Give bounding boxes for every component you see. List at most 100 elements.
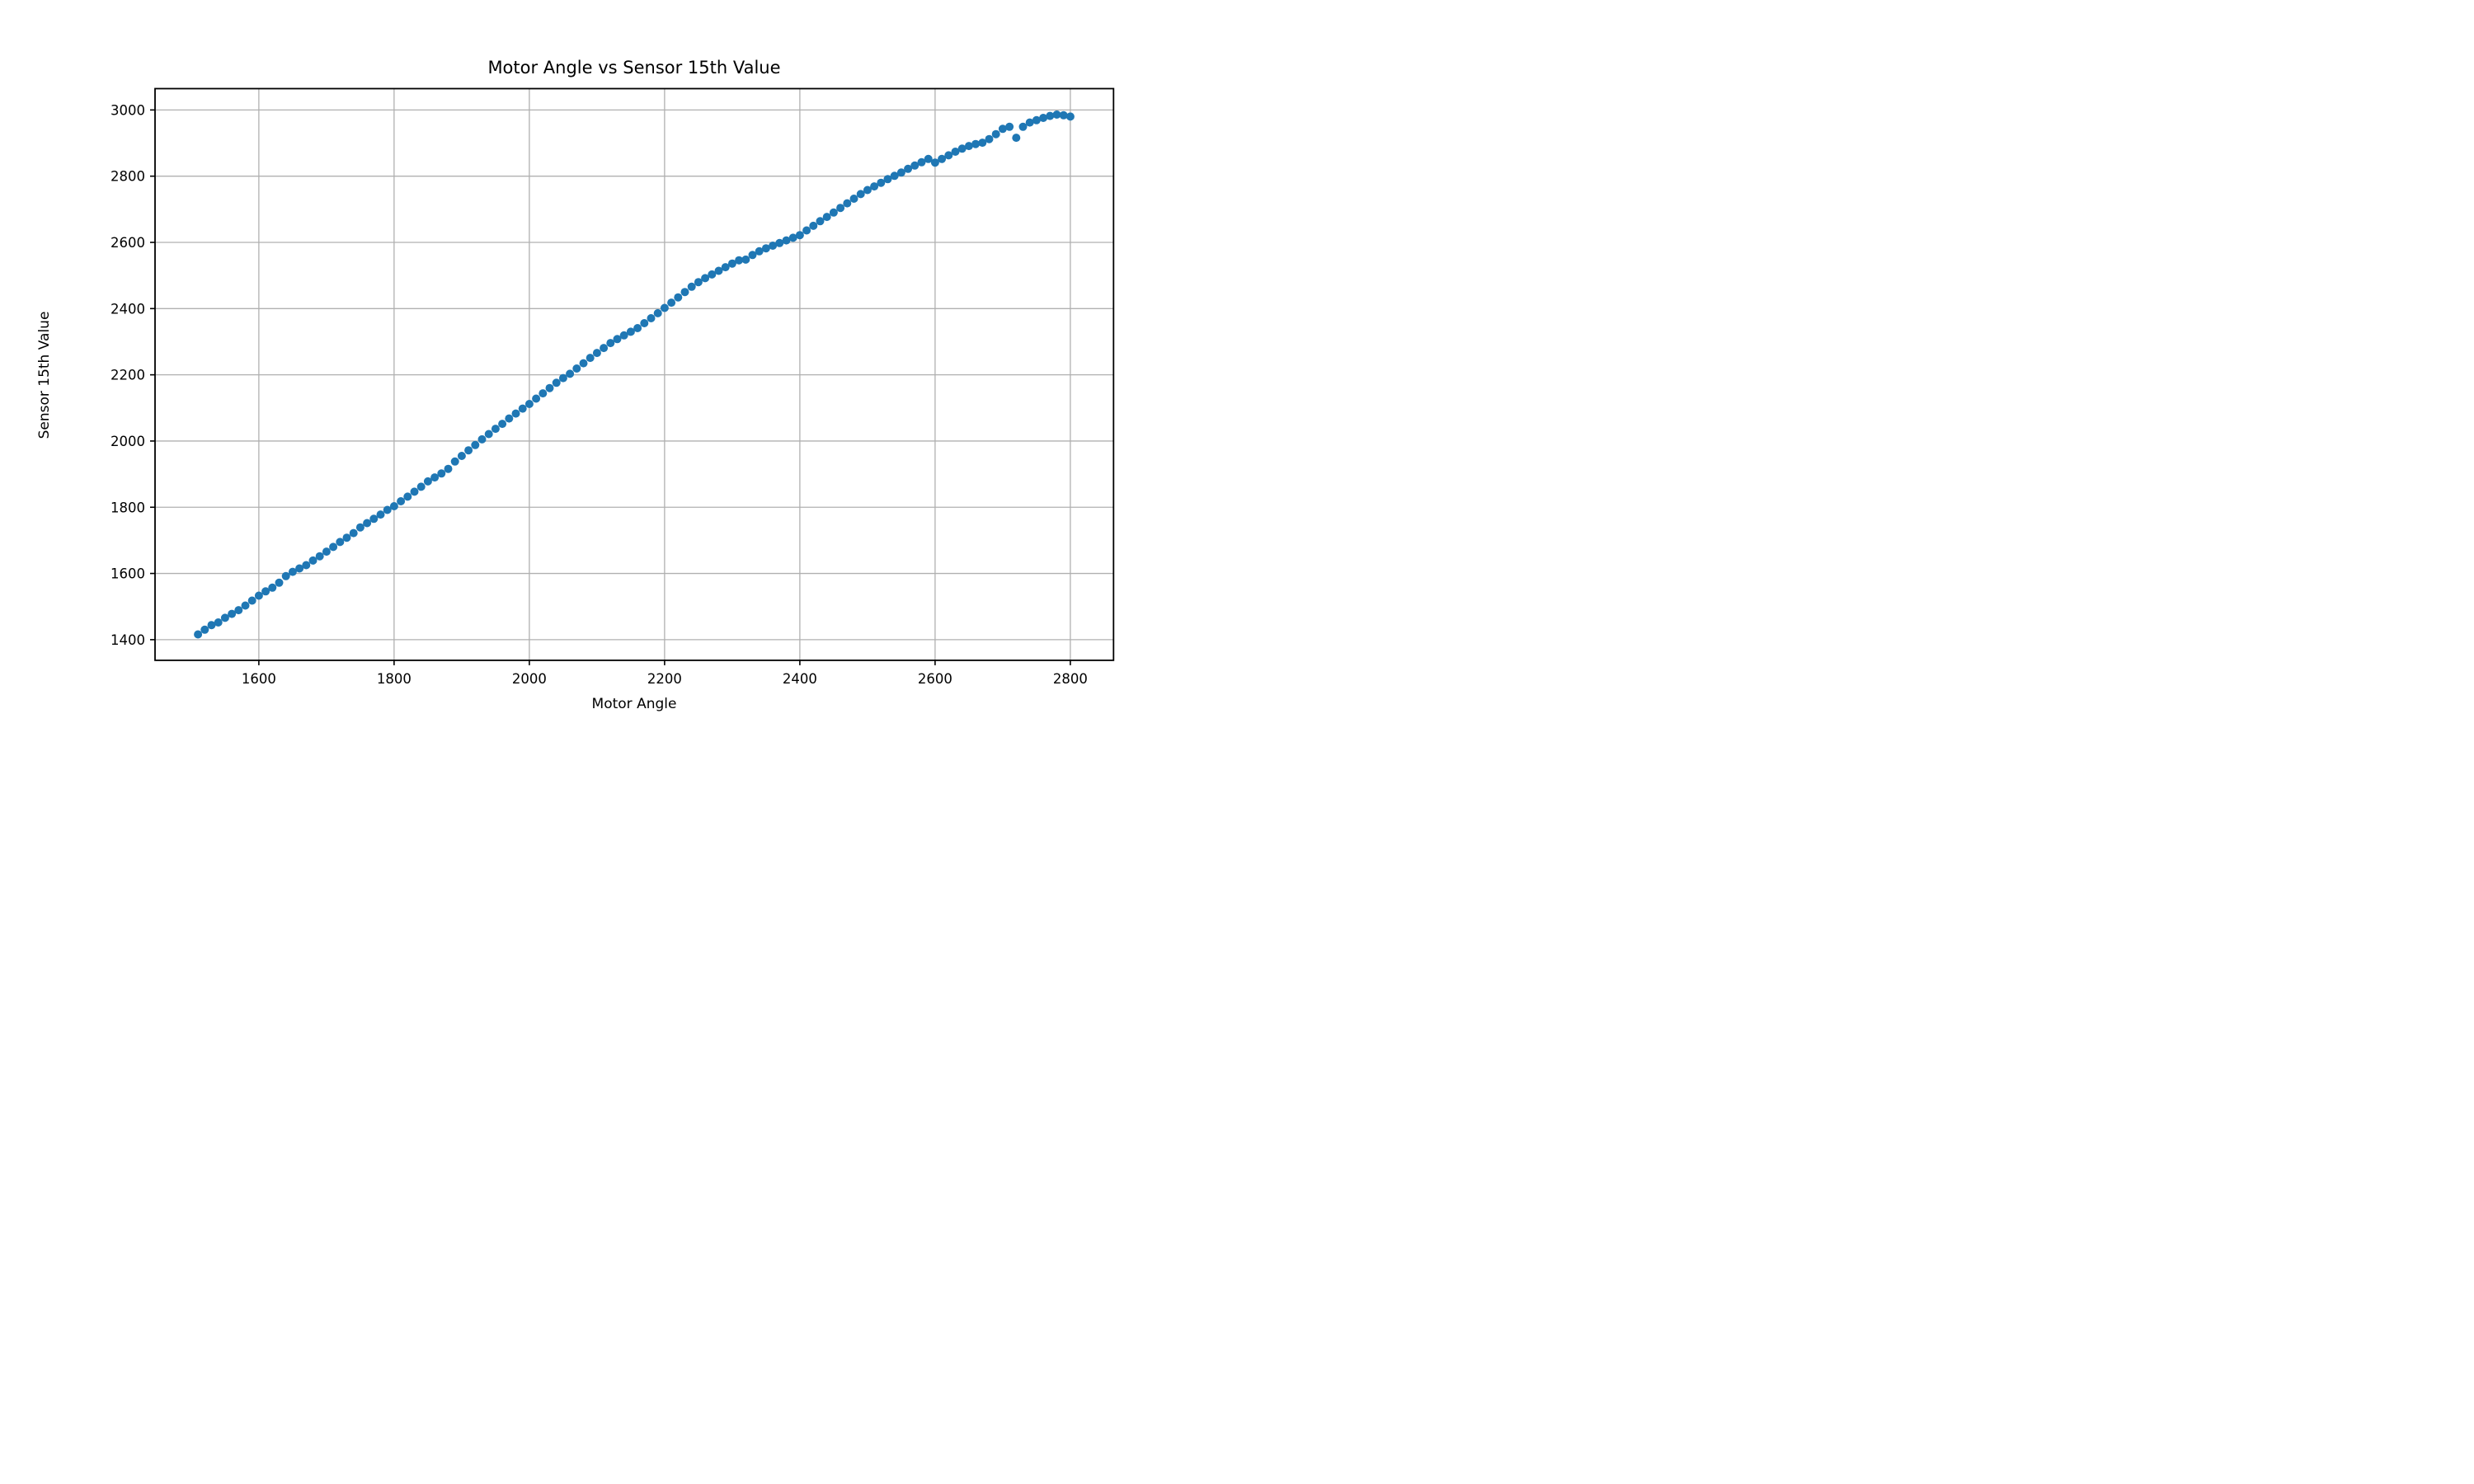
data-point	[802, 226, 811, 235]
data-point	[829, 208, 838, 217]
figure-canvas: 1600 1800 2000 2200 2400 2600 2800 1400 1600 1800…	[0, 0, 1237, 742]
data-point	[904, 164, 913, 173]
data-point	[484, 430, 493, 439]
data-point	[410, 487, 419, 496]
data-point	[1005, 122, 1014, 131]
data-point	[579, 359, 588, 368]
data-point	[288, 567, 297, 576]
data-point	[964, 142, 973, 151]
data-point	[329, 542, 338, 552]
data-point	[769, 242, 778, 250]
data-point	[978, 139, 987, 148]
x-axis-title: Motor Angle	[591, 696, 677, 712]
y-tick-label: 2400	[111, 301, 145, 317]
data-point	[667, 298, 676, 308]
data-point	[816, 217, 825, 226]
data-point	[788, 233, 797, 242]
data-point	[1065, 112, 1075, 121]
data-point	[349, 528, 358, 538]
data-point	[714, 266, 723, 275]
data-point	[444, 464, 453, 473]
data-point	[680, 288, 689, 297]
data-point	[674, 293, 683, 302]
y-tick-label: 2800	[111, 169, 145, 185]
data-point	[207, 621, 216, 630]
data-point	[910, 161, 920, 170]
chart-title: Motor Angle vs Sensor 15th Value	[487, 58, 781, 77]
data-point	[775, 238, 784, 247]
data-point	[228, 609, 237, 618]
data-point	[640, 319, 649, 327]
data-point	[856, 190, 865, 199]
data-point	[194, 630, 203, 639]
data-point	[322, 547, 331, 556]
y-tick-label: 1400	[111, 632, 145, 648]
data-point	[896, 168, 905, 177]
data-point	[552, 378, 561, 387]
data-point	[355, 523, 365, 532]
data-point	[383, 505, 392, 514]
data-point	[416, 482, 426, 491]
data-point	[241, 601, 250, 610]
data-point	[708, 270, 717, 279]
x-tick-label: 2400	[783, 671, 817, 687]
scatter-points-group	[194, 110, 1075, 639]
data-point	[694, 278, 703, 287]
y-tick-label: 2600	[111, 235, 145, 251]
data-point	[247, 596, 256, 605]
data-point	[532, 394, 541, 403]
data-point	[302, 561, 311, 570]
data-point	[430, 473, 440, 482]
data-point	[369, 514, 379, 524]
y-tick-label: 1600	[111, 566, 145, 582]
data-point	[1052, 110, 1061, 119]
data-point	[626, 327, 635, 336]
data-point	[633, 324, 642, 332]
data-point	[1012, 134, 1021, 143]
data-point	[1039, 114, 1048, 122]
data-point	[471, 440, 480, 449]
data-point	[254, 591, 263, 600]
data-point	[545, 383, 554, 392]
data-point	[200, 625, 209, 634]
data-point	[687, 282, 696, 291]
data-point	[315, 552, 324, 561]
data-point	[944, 151, 953, 160]
data-point	[464, 446, 473, 455]
data-point	[572, 364, 581, 373]
data-point	[795, 231, 804, 240]
data-point	[295, 564, 304, 573]
data-point	[558, 373, 567, 383]
data-point	[863, 186, 872, 195]
y-tick-label: 1800	[111, 500, 145, 515]
ticks-group: 1600 1800 2000 2200 2400 2600 2800 1400 1600 1800…	[111, 102, 1088, 687]
x-tick-label: 2800	[1053, 671, 1088, 687]
y-axis-title: Sensor 15th Value	[36, 311, 53, 439]
data-point	[782, 236, 791, 245]
data-point	[849, 195, 858, 203]
data-point	[592, 349, 601, 358]
data-point	[281, 571, 290, 580]
data-point	[261, 587, 270, 596]
data-point	[843, 199, 852, 208]
data-point	[653, 308, 662, 317]
data-point	[613, 335, 622, 344]
x-tick-label: 1600	[242, 671, 276, 687]
data-point	[870, 182, 879, 191]
data-point	[437, 469, 446, 478]
data-point	[586, 354, 595, 363]
x-tick-label: 2000	[512, 671, 547, 687]
data-point	[1046, 111, 1055, 120]
data-point	[727, 259, 736, 268]
data-point	[761, 244, 770, 253]
data-point	[1025, 118, 1034, 127]
data-point	[1059, 110, 1068, 120]
data-point	[498, 420, 507, 429]
data-point	[822, 213, 831, 222]
data-point	[836, 204, 845, 213]
data-point	[606, 339, 615, 348]
data-point	[735, 256, 744, 265]
data-point	[741, 255, 750, 264]
data-point	[234, 606, 243, 615]
data-point	[917, 157, 926, 167]
